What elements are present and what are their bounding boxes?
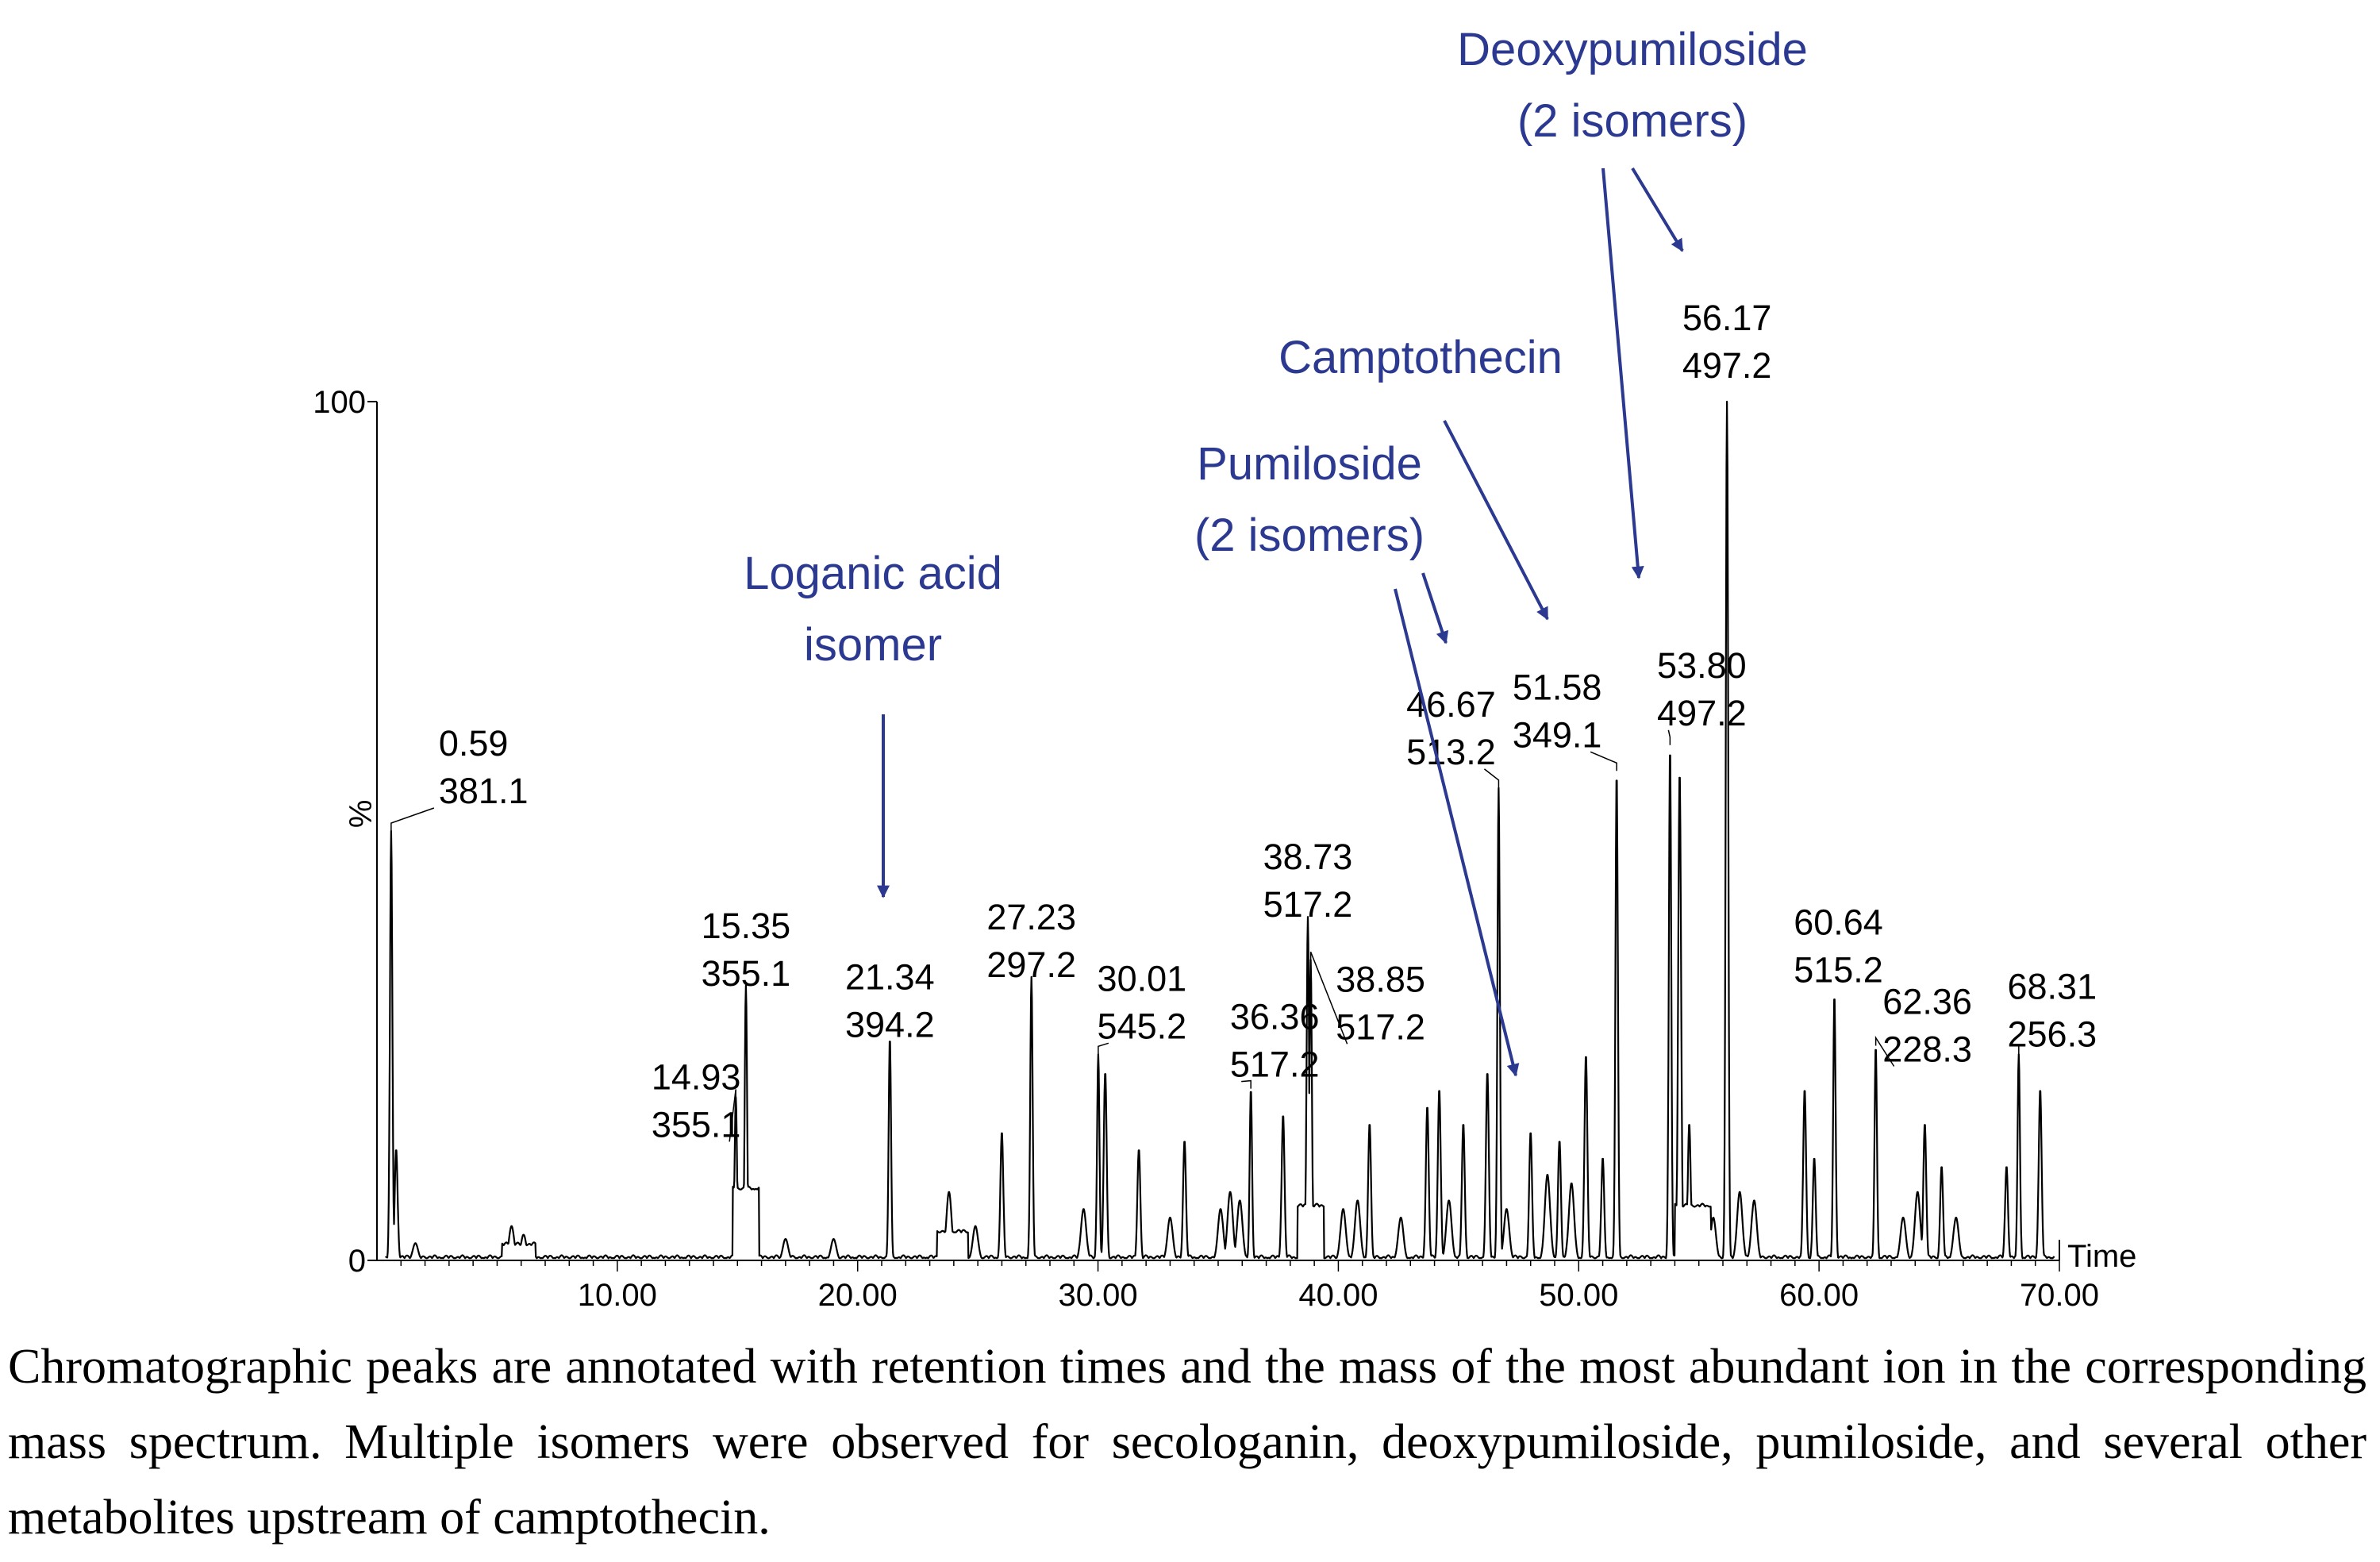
peak-label-mass: 513.2 — [1406, 732, 1496, 772]
annotation-arrow — [1443, 420, 1549, 621]
peak-label-mass: 355.1 — [702, 953, 791, 994]
peak-labels: 0.59 381.1 14.93 355.1 15.35 355.1 21.34 394.2 2… — [390, 298, 2097, 1145]
peak-label-time: 51.58 — [1513, 667, 1602, 707]
annotation-label: Pumiloside — [1197, 438, 1422, 490]
peak-label-mass: 349.1 — [1513, 714, 1602, 755]
peak-label-time: 53.80 — [1657, 645, 1747, 686]
peak-leader-line — [1483, 768, 1500, 788]
annotation-label: (2 isomers) — [1194, 510, 1425, 561]
peak-leader-line — [1309, 952, 1348, 1045]
annotation-arrow — [1631, 167, 1684, 252]
chromatogram-chart: 10.00 20.00 30.00 40.00 50.00 60.00 70.00 0 100 T… — [313, 24, 2136, 1310]
peak-label-mass: 545.2 — [1098, 1006, 1187, 1046]
annotation-arrow — [1601, 167, 1644, 579]
peak-leader-line — [1241, 1079, 1252, 1089]
chromatogram-trace — [385, 400, 2055, 1260]
x-tick-label: 50.00 — [1539, 1278, 1618, 1310]
x-tick-label: 10.00 — [578, 1278, 657, 1310]
peak-label-time: 30.01 — [1098, 958, 1187, 998]
peak-leader-line — [390, 807, 435, 831]
peak-leader-line — [1590, 751, 1617, 771]
annotation-label: Loganic acid — [744, 548, 1002, 599]
peak-leader-line — [1667, 729, 1671, 745]
peak-label-mass: 297.2 — [986, 945, 1076, 985]
peak-label-time: 38.73 — [1263, 837, 1353, 877]
peak-label-time: 14.93 — [652, 1056, 741, 1097]
peak-label-time: 21.34 — [845, 957, 935, 998]
peak-label-mass: 497.2 — [1657, 693, 1747, 733]
peak-label-mass: 517.2 — [1230, 1045, 1320, 1085]
peak-leader-line — [1098, 1042, 1109, 1055]
peak-label-time: 0.59 — [439, 723, 509, 764]
peak-label-time: 56.17 — [1682, 298, 1772, 338]
annotation-label: Deoxypumiloside — [1457, 24, 1808, 75]
peak-leader-line — [1874, 1035, 1895, 1067]
peak-label-time: 68.31 — [2008, 966, 2097, 1006]
peak-label-mass: 228.3 — [1882, 1029, 1972, 1070]
figure-caption: Chromatographic peaks are annotated with… — [8, 1340, 2367, 1545]
peak-label-mass: 497.2 — [1682, 345, 1772, 386]
annotation-label: isomer — [804, 619, 942, 671]
peak-label-mass: 394.2 — [845, 1005, 935, 1045]
x-tick-label: 30.00 — [1059, 1278, 1138, 1310]
y-tick-label: 100 — [313, 385, 366, 420]
peak-label-mass: 256.3 — [2008, 1014, 2097, 1054]
peak-label-mass: 381.1 — [439, 771, 529, 811]
peak-label-time: 38.85 — [1336, 959, 1425, 999]
annotation-arrow — [1394, 588, 1520, 1077]
x-tick-label: 20.00 — [818, 1278, 898, 1310]
peak-label-time: 15.35 — [702, 906, 791, 946]
compound-annotations: Loganic acid isomer Pumiloside (2 isomers) C… — [744, 24, 1808, 1077]
peak-leader-line — [729, 1089, 736, 1142]
x-tick-label: 40.00 — [1298, 1278, 1378, 1310]
x-tick-label: 70.00 — [2020, 1278, 2099, 1310]
x-tick-label: 60.00 — [1779, 1278, 1859, 1310]
x-axis-label: Time — [2067, 1239, 2136, 1274]
axes: 10.00 20.00 30.00 40.00 50.00 60.00 70.00 0 100 T… — [313, 385, 2136, 1310]
y-axis-label: % — [342, 800, 377, 829]
annotation-arrow — [1421, 572, 1449, 644]
y-tick-label: 0 — [348, 1244, 366, 1279]
peak-label-time: 62.36 — [1882, 982, 1972, 1022]
peak-label-mass: 515.2 — [1794, 950, 1883, 991]
peak-label-mass: 517.2 — [1336, 1006, 1425, 1047]
peak-label-time: 36.36 — [1230, 997, 1320, 1037]
peak-label-time: 60.64 — [1794, 902, 1883, 943]
peak-label-mass: 517.2 — [1263, 884, 1353, 925]
peak-label-mass: 355.1 — [652, 1104, 741, 1145]
annotation-label: Camptothecin — [1278, 332, 1563, 383]
peak-label-time: 27.23 — [986, 897, 1076, 937]
annotation-label: (2 isomers) — [1517, 95, 1748, 147]
